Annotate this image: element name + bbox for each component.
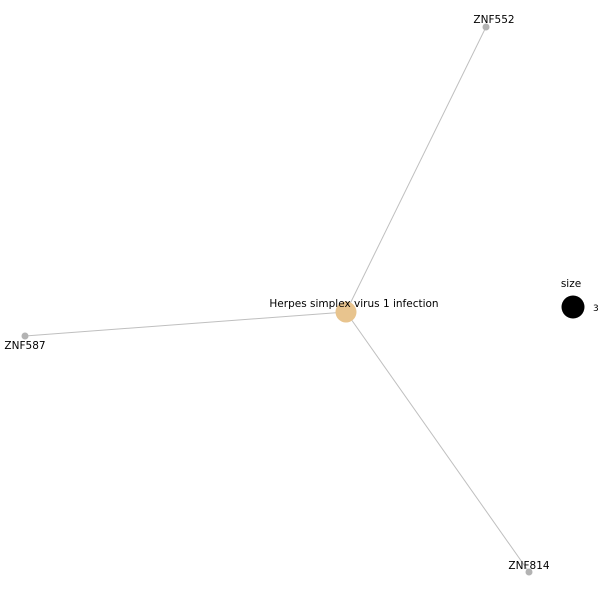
legend-size-marker	[561, 295, 585, 319]
legend-title: size	[561, 278, 581, 290]
node-gene-znf587[interactable]	[21, 332, 29, 340]
node-label-znf552: ZNF552	[473, 14, 514, 26]
node-label-znf587: ZNF587	[4, 340, 45, 352]
edge-center-znf587	[24, 311, 347, 337]
node-labels: Herpes simplex virus 1 infection ZNF552 …	[4, 14, 549, 572]
node-label-pathway: Herpes simplex virus 1 infection	[269, 298, 438, 310]
node-label-znf814: ZNF814	[508, 560, 549, 572]
size-legend: size 3	[561, 278, 599, 319]
node-gene-znf552[interactable]	[482, 23, 490, 31]
node-pathway[interactable]	[335, 301, 357, 323]
edges	[24, 26, 530, 573]
edge-center-znf552	[345, 26, 487, 313]
nodes	[21, 23, 533, 576]
legend-size-label: 3	[593, 304, 599, 314]
edge-center-znf814	[345, 311, 530, 573]
node-gene-znf814[interactable]	[525, 568, 533, 576]
